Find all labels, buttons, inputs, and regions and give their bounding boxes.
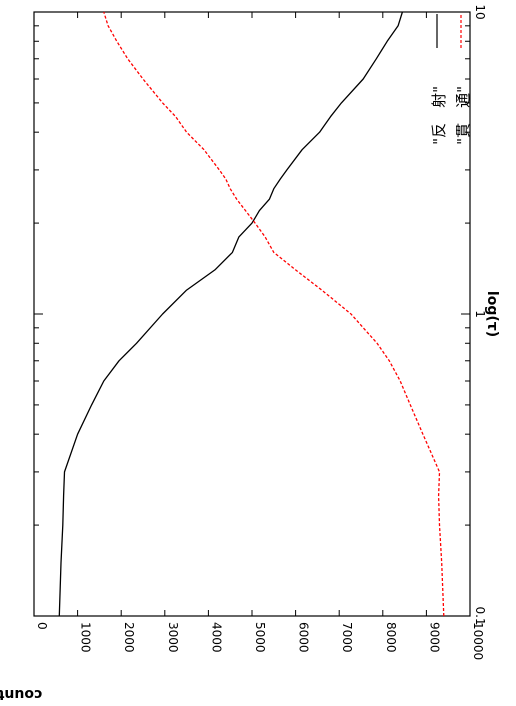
count-tick-label: 7000 xyxy=(340,622,354,653)
count-tick-label: 3000 xyxy=(166,622,180,653)
count-tick-label: 0 xyxy=(35,622,49,630)
tau-tick-label: 10 xyxy=(473,4,487,19)
plot-frame xyxy=(33,11,471,617)
count-tick-label: 5000 xyxy=(253,622,267,653)
series-line-0 xyxy=(58,11,404,617)
count-tick-label: 4000 xyxy=(209,622,223,653)
count-tick-label: 2000 xyxy=(122,622,136,653)
count-tick-label: 10000 xyxy=(471,622,485,660)
legend-label-penetration: "貫 通" xyxy=(454,86,472,145)
count-tick-label: 1000 xyxy=(79,622,93,653)
series-line-1 xyxy=(103,11,445,617)
x-axis-title: log(τ) xyxy=(484,291,500,337)
series-layer xyxy=(58,11,445,617)
count-tick-label: 9000 xyxy=(427,622,441,653)
count-tick-label: 8000 xyxy=(384,622,398,653)
axes: 0 1000 2000 3000 4000 5000 6000 7000 8000 9000 100… xyxy=(33,4,487,660)
tau-tick-label: 1 xyxy=(473,310,487,318)
count-tick-label: 6000 xyxy=(297,622,311,653)
legend: "反 射" "貫 通" xyxy=(430,14,472,145)
tau-tick-label: 0.1 xyxy=(473,606,487,625)
legend-label-reflection: "反 射" xyxy=(430,86,448,145)
y-axis-title: count xyxy=(0,686,42,702)
